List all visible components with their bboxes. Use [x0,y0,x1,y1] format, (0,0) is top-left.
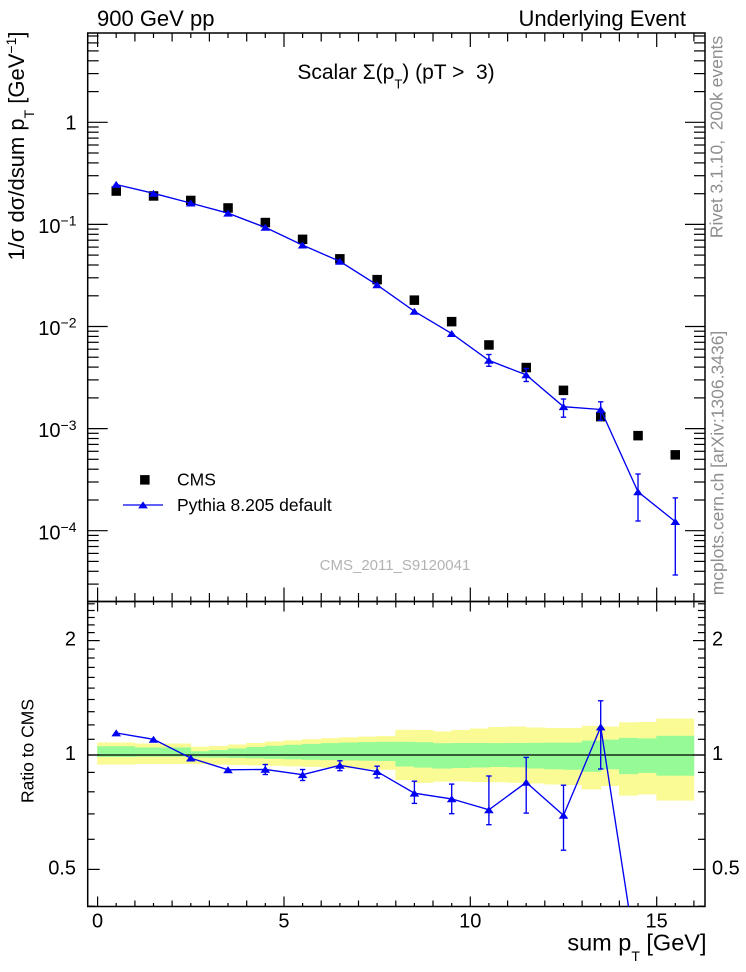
svg-text:15: 15 [646,911,668,933]
svg-text:2: 2 [65,629,76,651]
svg-text:900 GeV pp: 900 GeV pp [97,6,214,31]
svg-text:0.5: 0.5 [712,857,740,879]
svg-text:10−2: 10−2 [38,315,76,340]
svg-text:5: 5 [278,911,289,933]
svg-text:2: 2 [712,629,723,651]
svg-text:Underlying Event: Underlying Event [518,6,686,31]
svg-text:mcplots.cern.ch [arXiv:1306.34: mcplots.cern.ch [arXiv:1306.3436] [707,331,727,596]
svg-text:CMS: CMS [177,470,216,490]
svg-text:0.5: 0.5 [48,857,76,879]
svg-text:Ratio to CMS: Ratio to CMS [18,699,38,803]
svg-text:0: 0 [92,911,103,933]
svg-text:1: 1 [65,112,76,134]
svg-text:Pythia 8.205 default: Pythia 8.205 default [177,495,332,515]
svg-text:1: 1 [65,743,76,765]
svg-text:CMS_2011_S9120041: CMS_2011_S9120041 [320,557,471,574]
svg-text:10: 10 [459,911,481,933]
svg-text:10−4: 10−4 [38,519,76,544]
svg-text:1: 1 [712,743,723,765]
svg-text:Rivet 3.1.10, 200k events: Rivet 3.1.10, 200k events [706,36,726,239]
